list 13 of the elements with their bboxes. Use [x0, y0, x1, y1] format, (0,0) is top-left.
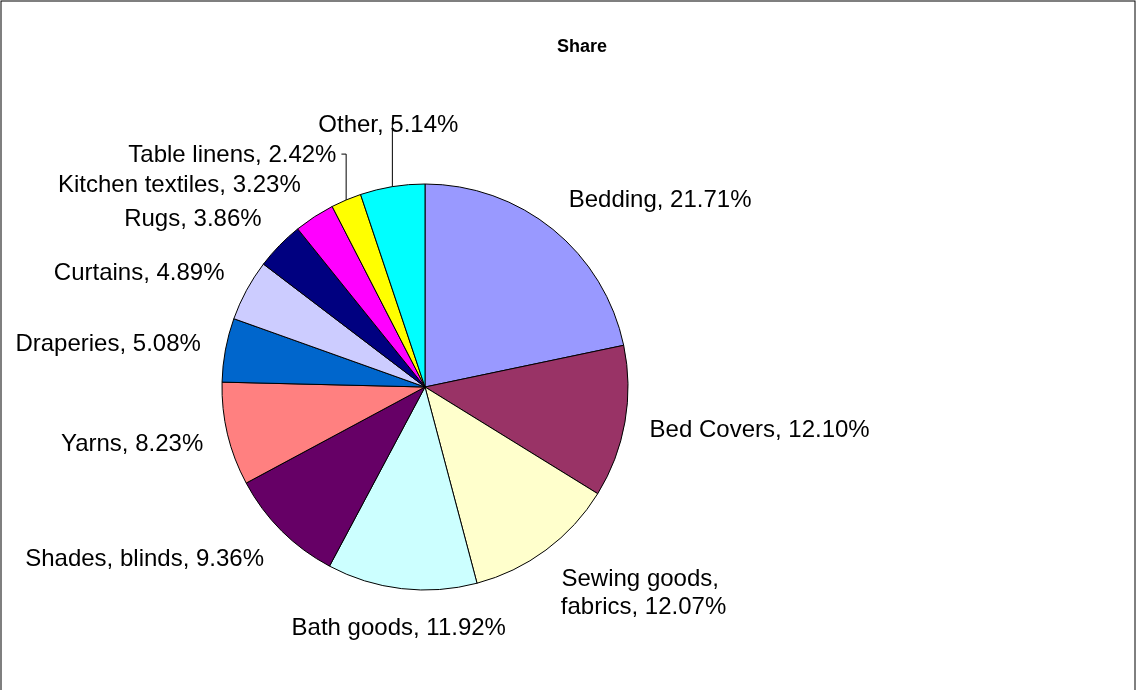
slice-label: Rugs, 3.86%: [124, 204, 262, 232]
slice-label: Table linens, 2.42%: [128, 139, 337, 167]
slice-label: Shades, blinds, 9.36%: [25, 544, 265, 572]
slice-label: Sewing goods, fabrics, 12.07%: [560, 564, 727, 620]
slice-label: Kitchen textiles, 3.23%: [57, 169, 301, 197]
chart-title: Share: [556, 36, 608, 56]
slice-label: Other, 5.14%: [318, 109, 459, 137]
slice-label: Yarns, 8.23%: [60, 429, 204, 457]
slice-label: Bed Covers, 12.10%: [649, 414, 870, 442]
slice-label: Curtains, 4.89%: [53, 257, 225, 285]
slice-label: Bedding, 21.71%: [568, 184, 752, 212]
slice-label: Draperies, 5.08%: [15, 328, 201, 356]
slice-label: Bath goods, 11.92%: [291, 613, 506, 641]
